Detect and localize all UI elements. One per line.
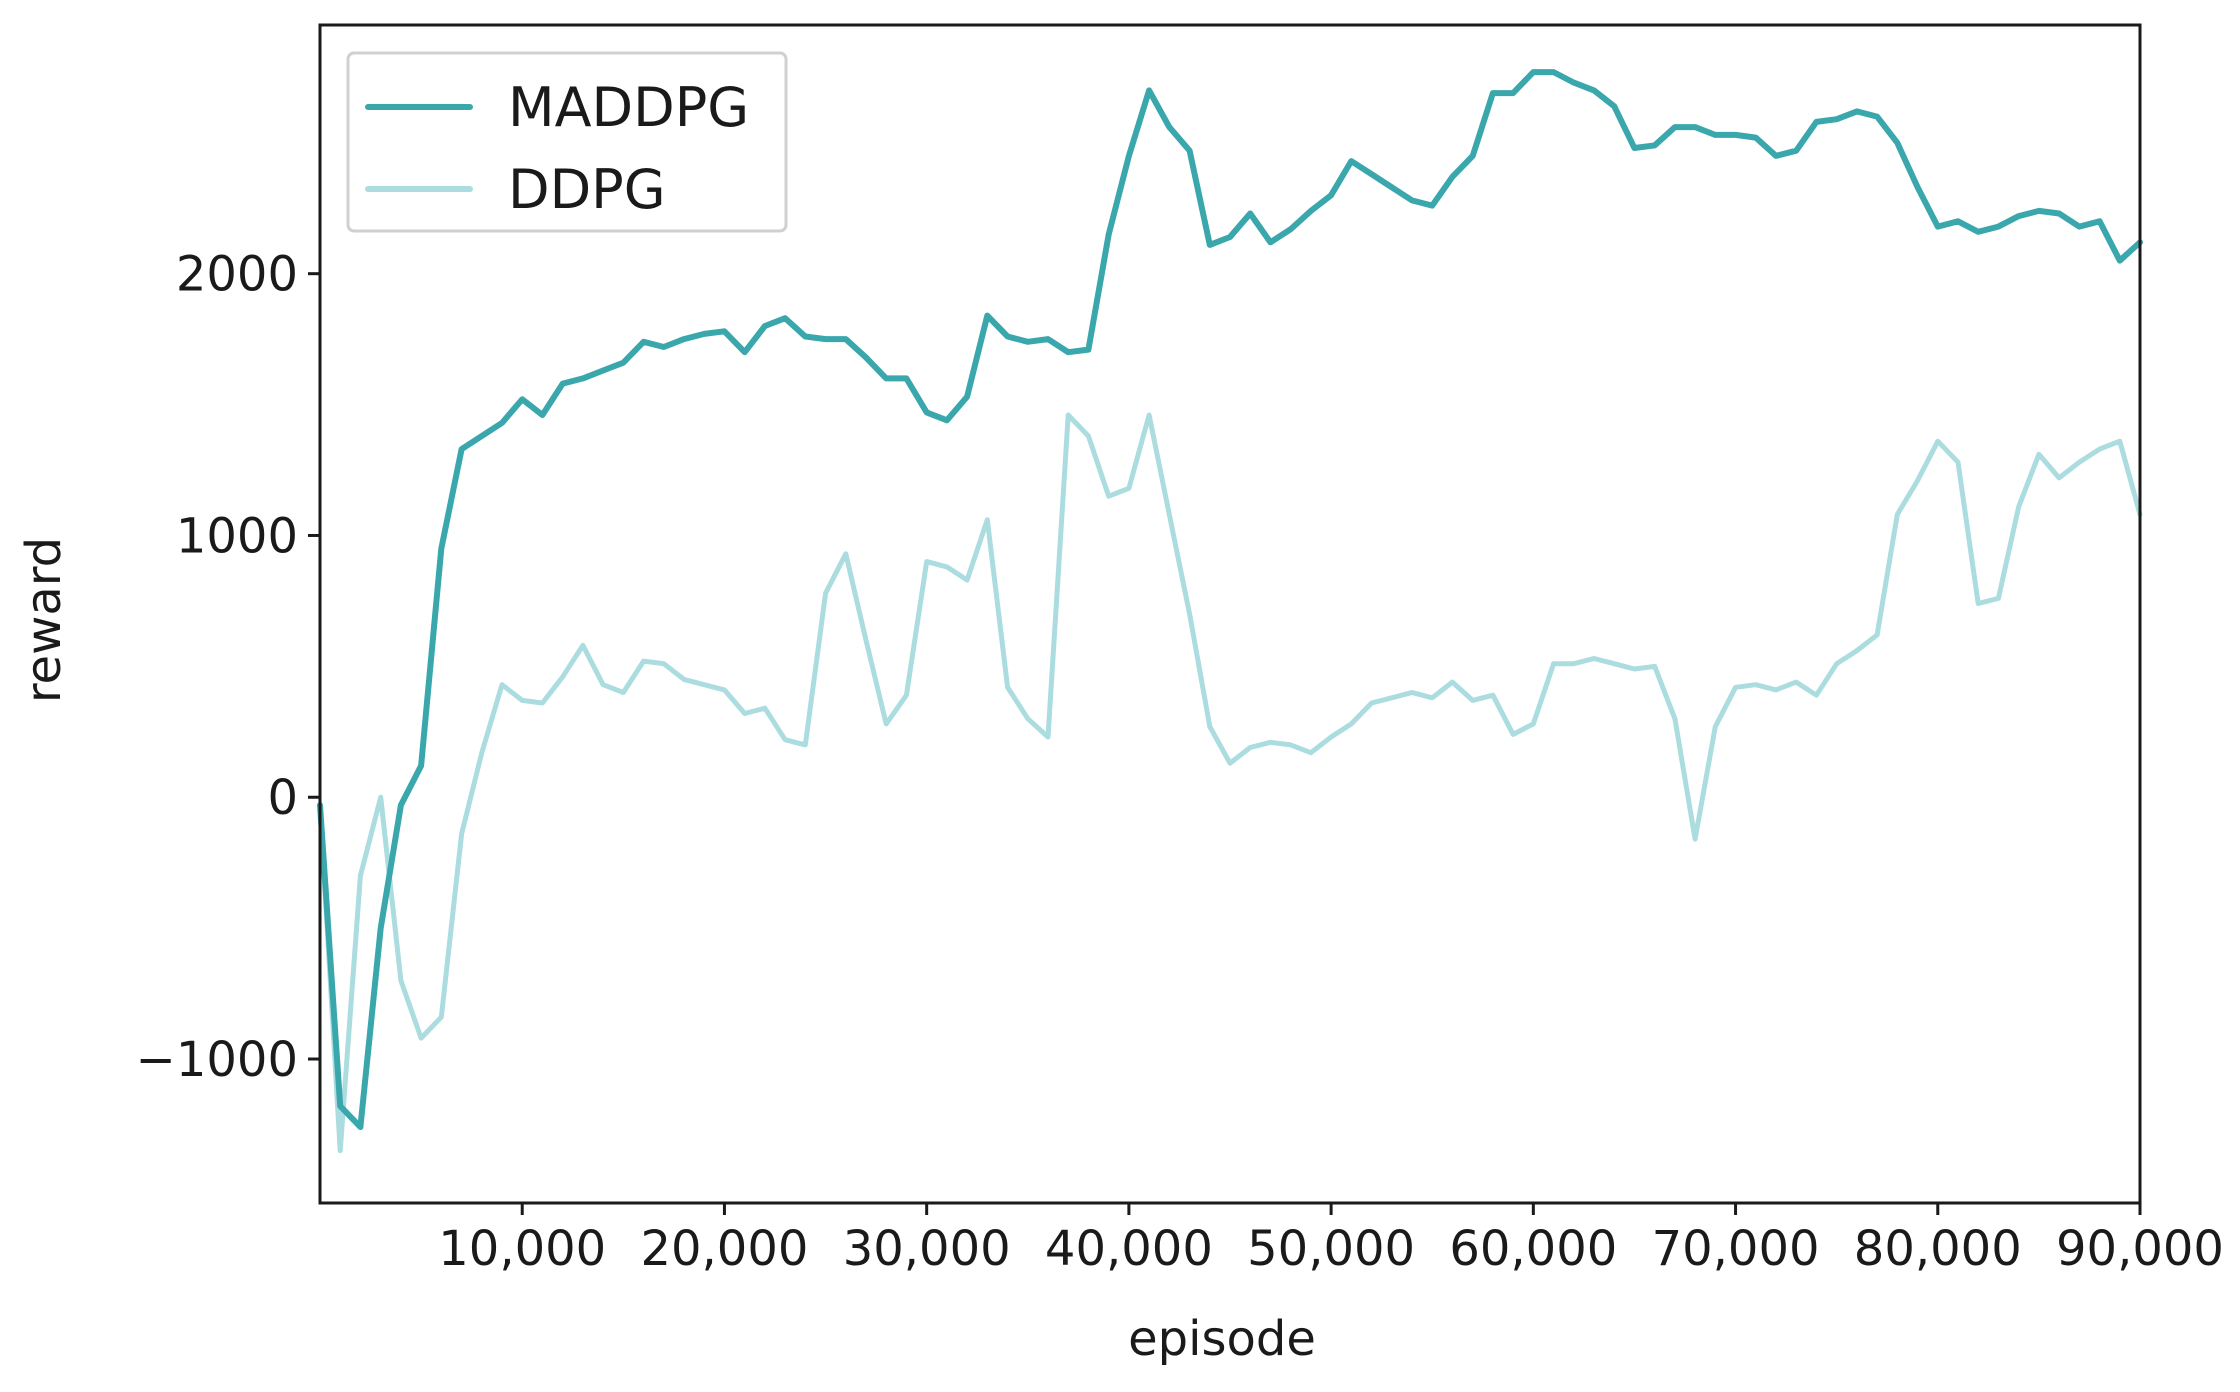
x-tick-label: 90,000 — [2056, 1221, 2224, 1277]
x-tick-label: 30,000 — [843, 1221, 1011, 1277]
y-axis: −1000 0 1000 2000 — [136, 247, 320, 1088]
y-tick-label: 1000 — [176, 508, 298, 564]
x-tick-label: 80,000 — [1854, 1221, 2022, 1277]
series-line-ddpg — [317, 412, 2143, 1154]
y-tick-label: 0 — [267, 770, 298, 826]
y-tick-label: 2000 — [176, 247, 298, 303]
plot-frame — [318, 23, 2142, 1205]
x-tick-label: 60,000 — [1449, 1221, 1617, 1277]
x-tick-label: 10,000 — [438, 1221, 606, 1277]
legend-label-maddpg: MADDPG — [508, 76, 749, 139]
x-tick-label: 20,000 — [640, 1221, 808, 1277]
y-tick-label: −1000 — [136, 1032, 298, 1088]
legend-label-ddpg: DDPG — [508, 158, 666, 221]
x-axis: 10,000 20,000 30,000 40,000 50,000 60,000 70,0… — [438, 1203, 2224, 1277]
y-axis-label: reward — [16, 537, 72, 703]
x-tick-label: 50,000 — [1247, 1221, 1415, 1277]
plot-area — [317, 69, 2143, 1154]
x-axis-label: episode — [1128, 1311, 1316, 1367]
x-tick-label: 40,000 — [1045, 1221, 1213, 1277]
legend: MADDPG DDPG — [346, 51, 788, 233]
series-line-maddpg — [317, 69, 2143, 1131]
x-tick-label: 70,000 — [1652, 1221, 1820, 1277]
